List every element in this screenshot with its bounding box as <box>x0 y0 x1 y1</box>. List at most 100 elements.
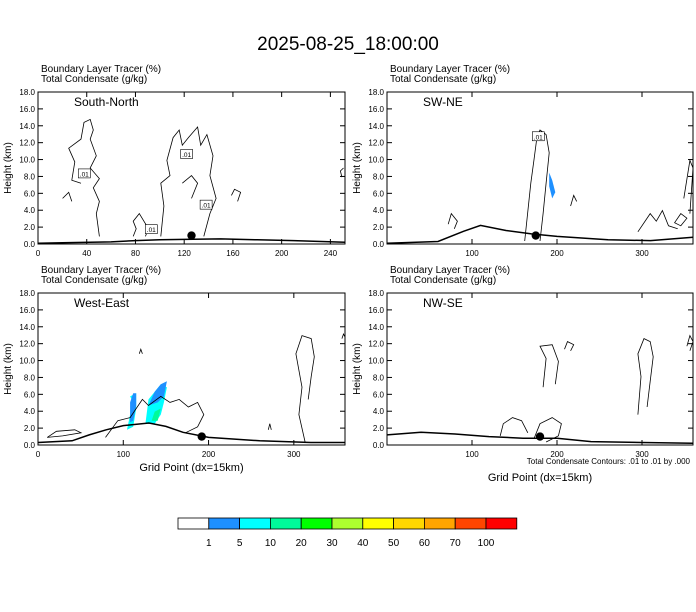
terrain-line <box>37 238 346 244</box>
condensate-contour <box>674 213 688 227</box>
panel-title-line1: Boundary Layer Tracer (%) <box>390 64 510 75</box>
y-tick-label: 16.0 <box>19 306 35 315</box>
x-tick-label: 0 <box>36 249 41 258</box>
y-tick-label: 0.0 <box>373 240 385 249</box>
y-tick-label: 12.0 <box>19 340 35 349</box>
y-tick-label: 16.0 <box>368 105 384 114</box>
condensate-contour <box>231 188 242 202</box>
y-tick-label: 4.0 <box>24 407 36 416</box>
x-tick-label: 100 <box>465 450 479 459</box>
condensate-contour <box>62 191 73 202</box>
x-tick-label: 100 <box>465 249 479 258</box>
plot-frame <box>37 292 346 446</box>
y-tick-label: 8.0 <box>373 172 385 181</box>
panel-label: West-East <box>74 296 130 310</box>
x-tick-label: 160 <box>226 249 240 258</box>
x-tick-label: 120 <box>178 249 192 258</box>
panel-label: NW-SE <box>423 296 463 310</box>
colorbar-swatch <box>362 517 394 530</box>
panel-label: SW-NE <box>423 95 463 109</box>
panel-title-line2: Total Condensate (g/kg) <box>41 275 147 286</box>
x-tick-label: 300 <box>287 450 301 459</box>
colorbar-label: 1 <box>206 538 212 549</box>
location-marker <box>531 231 540 240</box>
terrain-line <box>386 431 694 445</box>
condensate-contour <box>570 194 578 207</box>
colorbar: 1 5 10 20 30 40 50 60 70 100 <box>177 517 518 549</box>
y-tick-label: 10.0 <box>19 357 35 366</box>
colorbar-label: 100 <box>478 538 495 549</box>
contour-label-box <box>180 149 193 159</box>
condensate-contour <box>637 209 678 233</box>
contour-label-box <box>144 224 158 234</box>
contour-label-box <box>77 168 91 179</box>
x-tick-label: 40 <box>82 249 91 258</box>
colorbar-swatch <box>454 517 487 530</box>
terrain-line <box>386 224 694 244</box>
condensate-contour <box>683 158 694 214</box>
condensate-contour <box>539 344 559 388</box>
colorbar-swatch <box>208 517 241 530</box>
contour-label: .01 <box>147 227 156 234</box>
colorbar-swatch <box>423 517 456 530</box>
tracer-fill <box>148 381 167 406</box>
condensate-contour <box>637 338 654 415</box>
y-axis-label: Height (km) <box>3 142 14 194</box>
y-tick-label: 16.0 <box>19 105 35 114</box>
colorbar-label: 30 <box>326 538 338 549</box>
y-tick-label: 6.0 <box>24 189 36 198</box>
condensate-contour <box>339 167 344 178</box>
contour-label: .01 <box>80 171 89 178</box>
y-tick-label: 10.0 <box>368 156 384 165</box>
condensate-contour <box>447 212 458 229</box>
y-tick-label: 0.0 <box>24 441 36 450</box>
condensate-contour <box>564 341 575 351</box>
condensate-contour <box>68 118 100 237</box>
y-tick-label: 6.0 <box>373 390 385 399</box>
y-tick-label: 10.0 <box>19 156 35 165</box>
y-tick-label: 2.0 <box>373 223 385 232</box>
x-axis-label: Grid Point (dx=15km) <box>488 472 592 484</box>
condensate-contour <box>499 417 529 436</box>
y-tick-label: 14.0 <box>19 323 35 332</box>
x-tick-label: 200 <box>202 450 216 459</box>
panel-title-line1: Boundary Layer Tracer (%) <box>41 265 161 276</box>
x-tick-label: 80 <box>131 249 140 258</box>
x-tick-label: 200 <box>550 450 564 459</box>
y-tick-label: 0.0 <box>373 441 385 450</box>
contour-label-box <box>531 131 545 142</box>
panel-label: South-North <box>74 95 139 109</box>
x-tick-label: 300 <box>635 249 649 258</box>
location-marker <box>535 432 545 441</box>
y-tick-label: 8.0 <box>373 373 385 382</box>
panel-title-line1: Boundary Layer Tracer (%) <box>41 64 161 75</box>
y-tick-label: 2.0 <box>373 424 385 433</box>
y-tick-label: 8.0 <box>24 172 36 181</box>
x-tick-label: 0 <box>36 450 41 459</box>
y-tick-label: 4.0 <box>24 206 36 215</box>
condensate-contour <box>160 126 217 237</box>
y-tick-label: 18.0 <box>368 289 384 298</box>
condensate-contour <box>295 335 315 443</box>
colorbar-swatch <box>269 517 302 530</box>
plot-frame <box>37 91 346 245</box>
condensate-contour <box>341 332 346 339</box>
y-tick-label: 18.0 <box>19 88 35 97</box>
colorbar-label: 50 <box>388 538 400 549</box>
x-tick-label: 200 <box>550 249 564 258</box>
panel-sw-ne: Boundary Layer Tracer (%)Total Condensat… <box>352 64 694 258</box>
condensate-contour <box>267 423 272 430</box>
y-tick-label: 6.0 <box>24 390 36 399</box>
x-axis-label: Grid Point (dx=15km) <box>139 462 243 474</box>
condensate-contour <box>686 334 694 351</box>
panel-west-east: Boundary Layer Tracer (%)Total Condensat… <box>3 265 346 474</box>
x-tick-label: 240 <box>324 249 338 258</box>
y-tick-label: 18.0 <box>19 289 35 298</box>
colorbar-swatch <box>300 517 333 530</box>
condensate-contour <box>182 175 199 199</box>
colorbar-swatch <box>485 517 518 530</box>
panel-south-north: Boundary Layer Tracer (%)Total Condensat… <box>3 64 346 258</box>
panel-title-line2: Total Condensate (g/kg) <box>390 275 496 286</box>
y-tick-label: 8.0 <box>24 373 36 382</box>
